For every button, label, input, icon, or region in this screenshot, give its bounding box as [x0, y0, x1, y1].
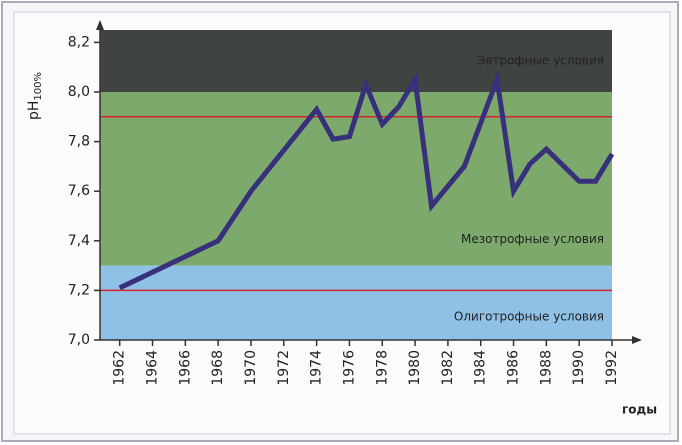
- x-tick-label: 1986: [506, 350, 522, 386]
- y-tick-label: 8,0: [68, 84, 90, 100]
- y-tick-label: 7,6: [68, 183, 90, 199]
- x-tick-label: 1962: [112, 350, 128, 386]
- x-tick-label: 1992: [604, 350, 620, 386]
- zone-label: Эвтрофные условия: [477, 54, 604, 68]
- x-tick-label: 1964: [145, 350, 161, 386]
- y-tick-label: 7,0: [68, 332, 90, 348]
- y-tick-label: 7,4: [68, 233, 90, 249]
- data-line: [118, 69, 615, 291]
- y-tick-label: 7,8: [68, 134, 90, 150]
- y-label-sub: 100%: [33, 72, 44, 101]
- x-tick-label: 1966: [177, 350, 193, 386]
- y-tick-label: 7,2: [68, 282, 90, 298]
- x-tick-label: 1984: [473, 350, 489, 386]
- zone: [100, 30, 612, 92]
- x-arrow: [632, 336, 642, 344]
- x-tick-label: 1976: [341, 350, 357, 386]
- y-label-main: pH: [26, 101, 42, 120]
- x-tick-label: 1968: [210, 350, 226, 386]
- x-tick-label: 1970: [243, 350, 259, 386]
- x-tick-label: 1972: [276, 350, 292, 386]
- zone-label: Олиготрофные условия: [454, 309, 604, 323]
- x-tick-label: 1980: [407, 350, 423, 386]
- zone: [100, 265, 612, 340]
- y-arrow: [96, 20, 104, 30]
- x-tick-label: 1978: [374, 350, 390, 386]
- x-tick-label: 1988: [538, 350, 554, 386]
- x-tick-label: 1982: [440, 350, 456, 386]
- x-tick-label: 1990: [571, 350, 587, 386]
- y-axis-label: pH100%: [26, 72, 44, 120]
- zone-label: Мезотрофные условия: [461, 232, 604, 246]
- x-tick-label: 1974: [309, 350, 325, 386]
- x-axis-label: годы: [622, 403, 657, 417]
- y-tick-label: 8,2: [68, 34, 90, 50]
